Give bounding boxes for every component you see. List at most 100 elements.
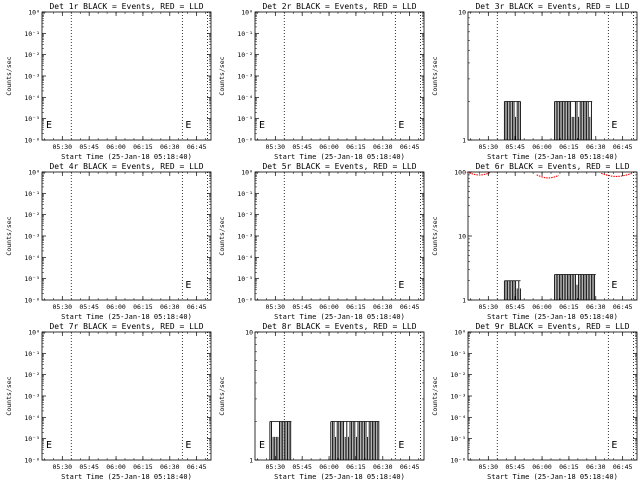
y-tick-label: 1	[462, 137, 466, 145]
y-tick-label: 10⁻⁵	[450, 435, 466, 443]
x-axis-label: Start Time (25-Jan-18 05:18:40)	[487, 153, 618, 160]
y-axis-label: Counts/sec	[218, 216, 226, 255]
x-tick-label: 06:45	[187, 303, 207, 311]
y-tick-label: 10⁻⁶	[24, 137, 40, 145]
chart-panel: Det 6r BLACK = Events, RED = LLD Counts/s…	[431, 162, 638, 320]
lld-series	[601, 172, 632, 177]
y-tick-label: 1	[462, 297, 466, 305]
y-tick-label: 10⁻¹	[237, 30, 253, 38]
chart-title: Det 6r BLACK = Events, RED = LLD	[475, 162, 629, 171]
x-tick-label: 06:30	[160, 143, 180, 151]
y-tick-label: 10⁰	[28, 169, 40, 177]
y-tick-label: 10⁻²	[450, 371, 466, 379]
y-tick-label: 10	[458, 233, 466, 241]
e-marker: E	[185, 440, 191, 451]
y-axis-label: Counts/sec	[431, 56, 439, 95]
y-tick-label: 10⁻⁴	[237, 254, 253, 262]
y-tick-label: 10⁰	[28, 9, 40, 17]
y-tick-label: 10⁻³	[237, 73, 253, 81]
chart-title: Det 7r BLACK = Events, RED = LLD	[49, 322, 203, 331]
chart-panel: Det 9r BLACK = Events, RED = LLD Counts/s…	[431, 322, 638, 480]
x-axis-label: Start Time (25-Jan-18 05:18:40)	[487, 473, 618, 480]
lld-series	[466, 171, 491, 176]
e-marker: E	[398, 280, 404, 291]
x-tick-label: 06:45	[613, 143, 633, 151]
x-tick-label: 05:45	[505, 143, 525, 151]
y-tick-label: 10⁻⁴	[24, 94, 40, 102]
y-tick-label: 10⁻³	[450, 393, 466, 401]
event-series	[554, 101, 593, 140]
y-tick-label: 10⁰	[241, 9, 253, 17]
y-tick-label: 10⁻⁵	[24, 435, 40, 443]
x-tick-label: 06:30	[586, 303, 606, 311]
x-tick-label: 06:00	[532, 303, 552, 311]
y-axis-label: Counts/sec	[5, 56, 13, 95]
x-tick-label: 06:00	[319, 463, 339, 471]
x-tick-label: 06:15	[346, 463, 366, 471]
y-tick-label: 10⁻²	[237, 51, 253, 59]
y-axis-label: Counts/sec	[218, 56, 226, 95]
e-marker: E	[611, 440, 617, 451]
e-marker: E	[398, 440, 404, 451]
x-tick-label: 06:45	[613, 303, 633, 311]
x-tick-label: 06:30	[373, 303, 393, 311]
e-marker: E	[259, 120, 265, 131]
x-tick-label: 06:30	[160, 303, 180, 311]
y-tick-label: 10⁰	[454, 329, 466, 337]
chart-panel: Det 1r BLACK = Events, RED = LLD Counts/s…	[5, 2, 212, 160]
x-tick-label: 06:30	[373, 143, 393, 151]
e-marker: E	[46, 440, 52, 451]
y-tick-label: 10⁻³	[237, 233, 253, 241]
plot-frame	[254, 331, 425, 461]
e-marker: E	[611, 280, 617, 291]
chart-panel: Det 2r BLACK = Events, RED = LLD Counts/s…	[218, 2, 425, 160]
x-tick-label: 06:00	[106, 463, 126, 471]
chart-title: Det 1r BLACK = Events, RED = LLD	[49, 2, 203, 11]
x-tick-label: 06:00	[532, 143, 552, 151]
x-tick-label: 05:30	[266, 303, 286, 311]
y-axis-label: Counts/sec	[431, 216, 439, 255]
y-axis-label: Counts/sec	[218, 376, 226, 415]
x-tick-label: 06:45	[187, 463, 207, 471]
event-series	[269, 421, 292, 460]
chart-title: Det 2r BLACK = Events, RED = LLD	[262, 2, 416, 11]
chart-title: Det 8r BLACK = Events, RED = LLD	[262, 322, 416, 331]
y-axis-label: Counts/sec	[5, 376, 13, 415]
e-marker: E	[611, 120, 617, 131]
x-tick-label: 05:30	[479, 143, 499, 151]
e-marker: E	[259, 440, 265, 451]
y-tick-label: 10⁻³	[24, 393, 40, 401]
y-tick-label: 10⁻⁴	[237, 94, 253, 102]
y-tick-label: 1	[249, 457, 253, 465]
y-tick-label: 10⁻⁴	[24, 414, 40, 422]
plot-frame	[467, 11, 638, 141]
e-marker: E	[398, 120, 404, 131]
chart-title: Det 4r BLACK = Events, RED = LLD	[49, 162, 203, 171]
chart-title: Det 5r BLACK = Events, RED = LLD	[262, 162, 416, 171]
x-tick-label: 06:15	[559, 303, 579, 311]
x-tick-label: 06:30	[160, 463, 180, 471]
y-tick-label: 10⁰	[241, 169, 253, 177]
x-tick-label: 06:45	[400, 303, 420, 311]
x-tick-label: 05:30	[53, 143, 73, 151]
y-tick-label: 10⁻²	[237, 211, 253, 219]
y-tick-label: 10⁻³	[24, 73, 40, 81]
y-tick-label: 10⁻⁵	[24, 115, 40, 123]
x-tick-label: 05:30	[479, 303, 499, 311]
x-tick-label: 06:15	[133, 463, 153, 471]
x-tick-label: 06:45	[187, 143, 207, 151]
x-tick-label: 06:15	[346, 303, 366, 311]
x-tick-label: 06:00	[319, 303, 339, 311]
y-tick-label: 100	[454, 169, 466, 177]
x-tick-label: 06:00	[319, 143, 339, 151]
x-tick-label: 06:45	[400, 463, 420, 471]
x-tick-label: 05:45	[292, 143, 312, 151]
y-tick-label: 10⁻⁶	[237, 297, 253, 305]
x-tick-label: 06:15	[133, 143, 153, 151]
y-tick-label: 10⁻⁴	[24, 254, 40, 262]
x-tick-label: 05:30	[53, 303, 73, 311]
y-tick-label: 10⁻⁶	[24, 457, 40, 465]
y-tick-label: 10⁻⁵	[237, 115, 253, 123]
chart-panel: Det 5r BLACK = Events, RED = LLD Counts/s…	[218, 162, 425, 320]
chart-title: Det 9r BLACK = Events, RED = LLD	[475, 322, 629, 331]
